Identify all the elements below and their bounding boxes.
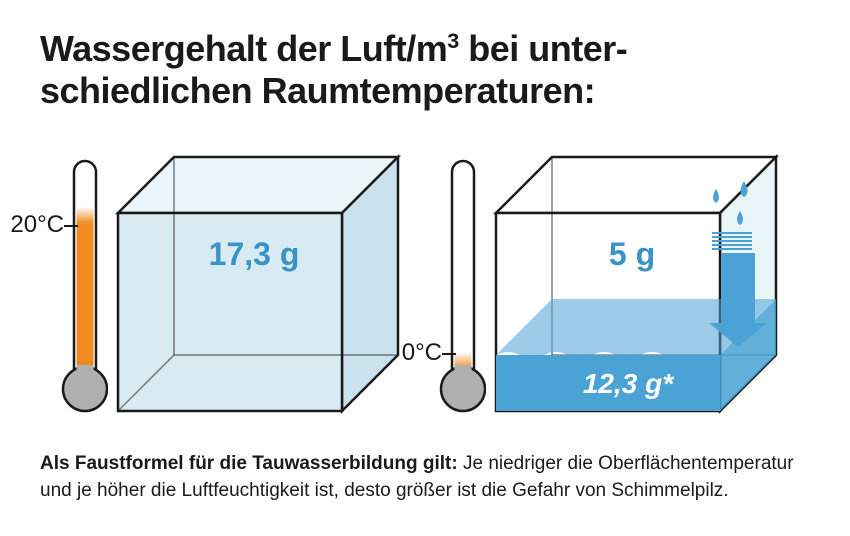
thermometer-tick: [442, 353, 456, 355]
air-value: 5 g: [609, 236, 655, 272]
temperature-label: 20°C: [10, 211, 64, 239]
title-sup: 3: [447, 28, 459, 53]
thermometer: 0°C: [408, 151, 486, 421]
thermometer-icon: [30, 151, 108, 421]
footnote-bold: Als Faustformel für die Tauwasserbildung…: [40, 453, 463, 474]
cube-diagram: 12,3 g* 5 g: [486, 151, 786, 421]
page-title: Wassergehalt der Luft/m3 bei unter- schi…: [40, 28, 810, 113]
thermometer: 20°C: [30, 151, 108, 421]
cube: 17,3 g: [108, 151, 408, 421]
title-line1a: Wassergehalt der Luft/m: [40, 28, 447, 69]
temperature-label: 0°C: [402, 339, 442, 367]
thermometer-tick: [64, 225, 78, 227]
title-line1b: bei unter-: [459, 28, 628, 69]
diagram-panel: 20°C 17,3 g: [30, 151, 408, 421]
cube-diagram: 17,3 g: [108, 151, 408, 421]
footnote: Als Faustformel für die Tauwasserbildung…: [40, 451, 800, 504]
diagram-row: 20°C 17,3 g 0°C: [30, 141, 810, 421]
cube: 12,3 g* 5 g: [486, 151, 786, 421]
thermometer-icon: [408, 151, 486, 421]
water-value: 12,3 g*: [583, 368, 674, 399]
air-value: 17,3 g: [209, 236, 300, 272]
title-line2: schiedlichen Raumtemperaturen:: [40, 70, 595, 111]
diagram-panel: 0°C 12,3 g* 5 g: [408, 151, 786, 421]
